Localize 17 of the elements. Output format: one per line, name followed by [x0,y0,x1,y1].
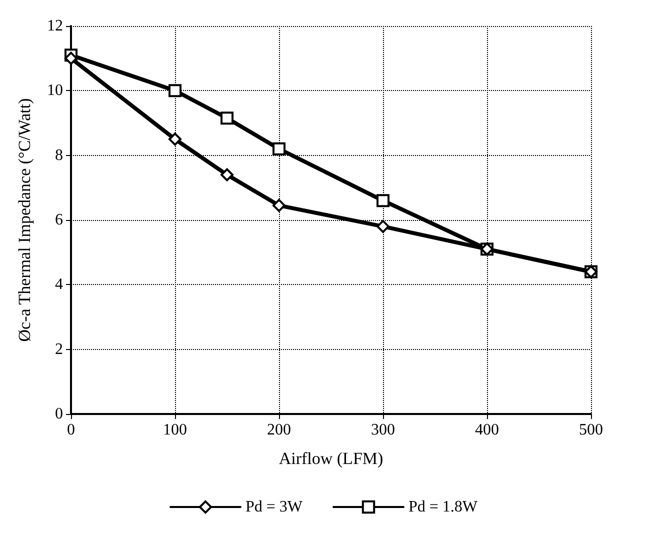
y-tick-label: 2 [55,340,63,358]
y-tick-label: 4 [55,276,63,294]
x-tick-label: 400 [475,422,499,438]
x-tick-label: 100 [163,422,187,438]
x-tick-label: 300 [371,422,395,438]
y-tick-label: 6 [55,212,63,228]
x-axis-title: Airflow (LFM) [278,449,384,468]
x-tick-label: 200 [267,422,291,438]
y-tick-label: 8 [55,146,63,164]
y-axis-title: Øc-a Thermal Impedance (°C/Watt) [15,98,34,342]
y-tick-label: 10 [47,82,63,100]
y-tick-label: 0 [55,406,63,422]
legend-label: Pd = 1.8W [408,498,478,516]
legend-label: Pd = 3W [245,498,304,516]
x-tick-label: 500 [579,422,603,438]
y-tick-label: 12 [47,18,63,34]
x-tick-label: 0 [67,422,75,438]
